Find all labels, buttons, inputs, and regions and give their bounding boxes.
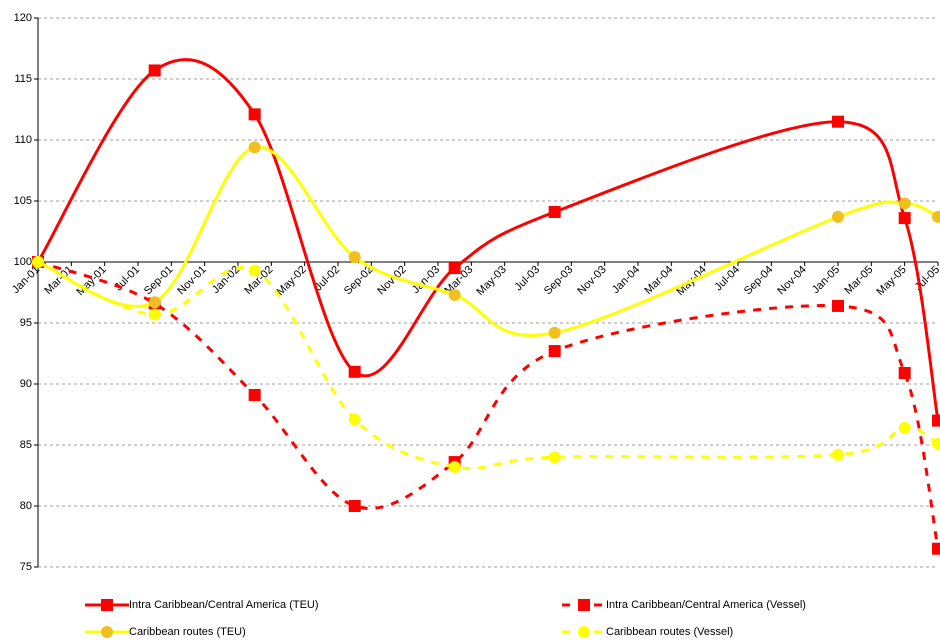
marker [248,264,261,277]
y-tick-label: 105 [14,195,32,207]
marker [101,599,113,611]
x-tick-label: Jan-01 [10,264,42,296]
y-tick-label: 85 [20,439,32,451]
x-tick-label: Sep-04 [742,264,776,298]
series-line [37,145,939,337]
legend-label: Intra Caribbean/Central America (Vessel) [606,599,806,611]
y-tick-label: 80 [20,500,32,512]
series-line [36,58,940,421]
x-tick-label: Sep-01 [142,264,176,298]
marker [548,451,561,464]
marker [348,413,361,426]
marker [898,421,911,434]
y-tick-label: 110 [14,134,32,146]
x-tick-label: Sep-03 [542,264,576,298]
legend-label: Caribbean routes (Vessel) [606,626,733,638]
x-tick-label: Jul-03 [512,264,542,294]
marker [898,212,911,225]
legend-label: Caribbean routes (TEU) [129,626,246,638]
marker [248,388,261,401]
x-tick-label: May-05 [874,264,908,298]
marker [148,64,161,77]
y-tick-label: 90 [20,378,32,390]
marker [548,345,561,358]
y-tick-label: 120 [14,12,32,24]
marker [832,115,844,128]
marker [101,626,113,638]
marker [578,599,590,611]
marker [348,251,361,264]
x-tick-label: Nov-04 [775,264,809,298]
x-tick-label: Nov-01 [175,264,209,298]
marker [932,542,940,555]
marker [578,626,590,638]
marker [248,141,261,154]
x-tick-label: Jan-05 [810,264,842,296]
y-tick-label: 115 [14,73,32,85]
marker [898,197,911,210]
marker [832,448,844,461]
marker [898,367,911,380]
marker [248,108,261,121]
marker [932,210,940,223]
x-tick-label: Jul-01 [112,264,142,294]
marker [548,326,561,339]
marker [832,210,844,223]
marker [448,262,461,275]
x-tick-label: Mar-04 [642,264,675,297]
marker [932,414,940,427]
x-tick-label: Nov-03 [575,264,609,298]
marker [32,256,44,268]
marker [148,296,161,309]
marker [832,299,844,312]
y-tick-label: 95 [20,317,32,329]
marker [348,365,361,378]
x-tick-label: Mar-05 [842,264,875,297]
x-tick-label: May-03 [474,264,508,298]
x-tick-label: Jan-03 [410,264,442,296]
legend-label: Intra Caribbean/Central America (TEU) [129,599,319,611]
marker [348,500,361,512]
marker [548,205,561,218]
marker [448,288,461,301]
y-tick-label: 100 [14,256,32,268]
marker [148,308,161,321]
x-tick-label: May-02 [274,264,308,298]
y-tick-label: 75 [20,561,32,573]
marker [932,437,940,450]
x-tick-label: Jan-04 [610,264,642,296]
marker [448,460,461,473]
